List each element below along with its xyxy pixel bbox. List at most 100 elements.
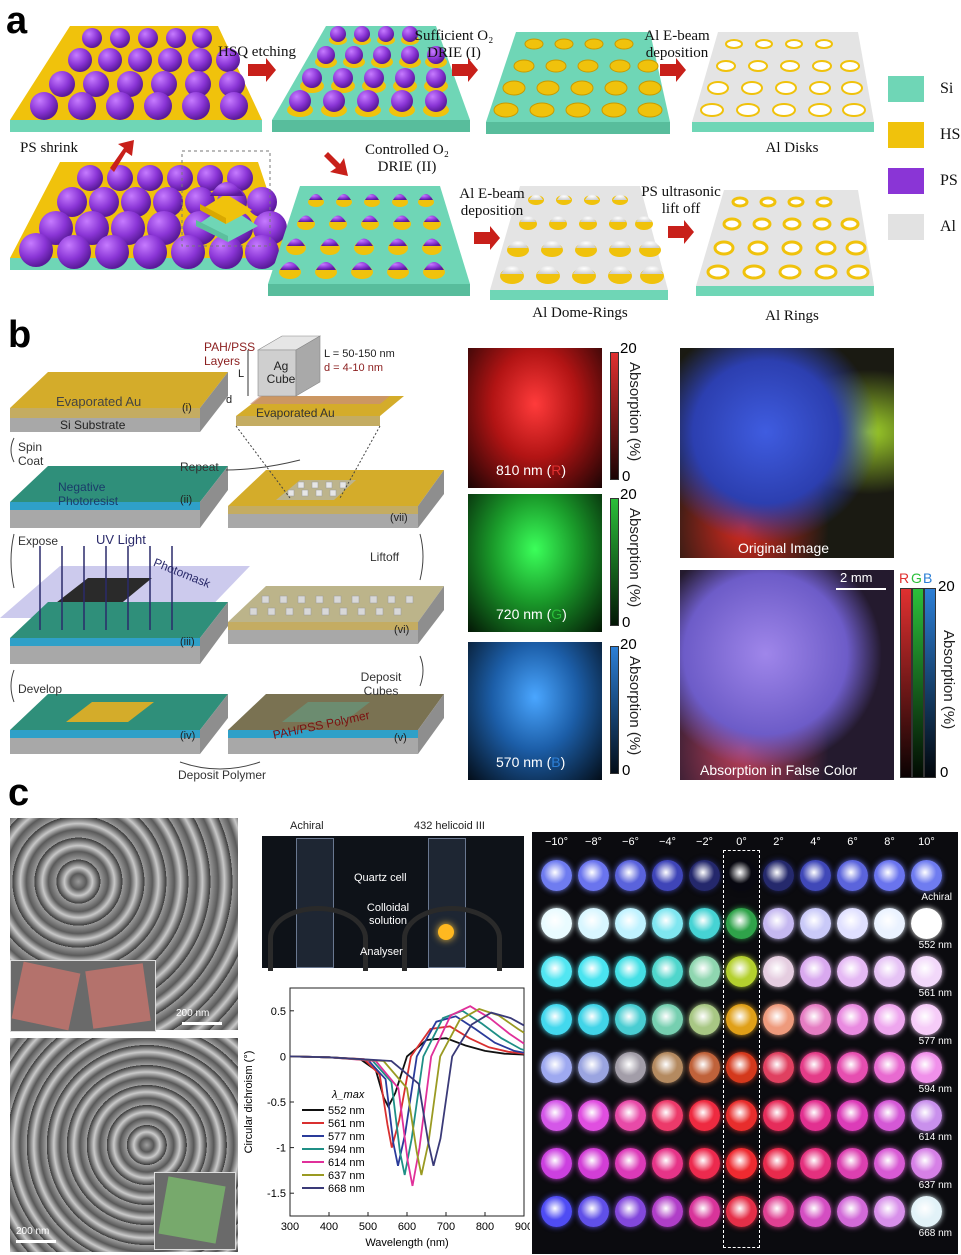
grid-spot [652, 1004, 683, 1035]
grid-spot [874, 908, 905, 939]
grid-spot [578, 860, 609, 891]
b-i-top-label: Evaporated Au [56, 394, 142, 409]
rgb-colorbar-g [912, 588, 924, 778]
grid-spot [800, 1148, 831, 1179]
grid-spot [541, 1148, 572, 1179]
grid-spot [911, 956, 942, 987]
grid-spot [874, 1052, 905, 1083]
grid-angle-label: 10° [918, 836, 935, 848]
grid-spot [800, 860, 831, 891]
grid-angle-label: 0° [736, 836, 747, 848]
b-evaporated-au-zoom: Evaporated Au [256, 406, 335, 420]
grid-spot [837, 1100, 868, 1131]
colorbar-b-max: 20 [620, 636, 637, 653]
grid-spot [763, 860, 794, 891]
grid-spot [726, 1100, 757, 1131]
grid-spot [837, 908, 868, 939]
grid-spot [578, 1100, 609, 1131]
grid-spot [763, 908, 794, 939]
grid-spot [911, 860, 942, 891]
grid-spot [652, 956, 683, 987]
b-ag-cube: Ag Cube [266, 359, 296, 386]
grid-spot [615, 908, 646, 939]
b-deposit-cubes: Deposit Cubes [360, 670, 402, 698]
b-ii-num: (ii) [180, 494, 193, 506]
scale-bar [836, 588, 886, 590]
grid-spot [726, 860, 757, 891]
sem-scale-bottom-bar [16, 1240, 56, 1243]
grid-spot [689, 1052, 720, 1083]
b-develop: Develop [18, 682, 63, 696]
b-deposit-polymer: Deposit Polymer [178, 768, 267, 782]
grid-spot [541, 1100, 572, 1131]
sem-scale-bottom-label: 200 nm [16, 1226, 50, 1237]
grid-spot [911, 1100, 942, 1131]
b-d-eq: d = 4-10 nm [324, 362, 384, 374]
grid-spot [837, 1196, 868, 1227]
photo-quartz-label: Quartz cell [354, 872, 407, 884]
grid-spot [652, 1196, 683, 1227]
cd-series-line [289, 1025, 525, 1148]
cd-legend-label: 577 nm [328, 1131, 365, 1143]
grid-spot [763, 1004, 794, 1035]
ps-monolayer-sample [10, 162, 290, 270]
grid-spot [615, 1196, 646, 1227]
b-expose: Expose [18, 534, 59, 548]
b-spin-coat: Spin Coat [18, 440, 44, 468]
grid-spot [689, 1148, 720, 1179]
grid-spot [874, 1004, 905, 1035]
grid-spot [726, 1196, 757, 1227]
grid-spot [578, 908, 609, 939]
grid-row-label: 668 nm [918, 1228, 952, 1239]
grid-spot [837, 1052, 868, 1083]
panel-b-flow-diagram [0, 335, 444, 770]
grid-spot [800, 1052, 831, 1083]
rgb-colorbar-min: 0 [940, 764, 949, 781]
label-ps-shrink: PS shrink [20, 140, 78, 156]
cd-series-line [289, 1005, 525, 1187]
grid-spot [837, 860, 868, 891]
grid-spot [763, 1196, 794, 1227]
grid-spot [578, 1052, 609, 1083]
grid-spot [763, 1148, 794, 1179]
grid-row-label: 561 nm [918, 988, 952, 999]
cd-y-tick-label: -1 [276, 1143, 286, 1155]
grid-spot [689, 908, 720, 939]
cd-series-line [289, 1009, 525, 1176]
colorbar-r [610, 352, 619, 480]
absorption-image-g [468, 494, 602, 632]
original-image-caption: Original Image [738, 540, 830, 556]
legend-al-label: Al [940, 218, 956, 235]
absorption-image-b [468, 642, 602, 780]
cd-y-tick-label: 0 [280, 1051, 286, 1063]
legend-hsq-label: HSQ [940, 126, 961, 143]
grid-spot [726, 1052, 757, 1083]
grid-row-label: 577 nm [918, 1036, 952, 1047]
cd-x-axis-label: Wavelength (nm) [365, 1237, 448, 1249]
grid-spot [800, 908, 831, 939]
grid-spot [874, 1196, 905, 1227]
b-v-num: (v) [394, 732, 407, 744]
zero-degree-highlight [723, 850, 760, 1248]
legend-hsq: HSQ [888, 112, 961, 158]
rgb-g-letter: G [911, 570, 922, 586]
b-L: L [238, 368, 245, 380]
cd-x-tick-label: 600 [398, 1221, 416, 1233]
b-i-bottom-label: Si Substrate [60, 418, 126, 432]
cd-chart: 300 400 500 600 700 800 900 -1.5 -1 -0.5 0 0.5 Wavel… [243, 987, 530, 1249]
legend-ps-label: PS [940, 172, 958, 189]
grid-spot [837, 1004, 868, 1035]
legend-ps-swatch [888, 168, 924, 194]
grid-spot [578, 1148, 609, 1179]
grid-spot [874, 956, 905, 987]
grid-spot [615, 956, 646, 987]
grid-spot [615, 860, 646, 891]
process-arrows [110, 58, 694, 250]
rgb-colorbar-label: Absorption (%) [940, 630, 957, 730]
hsq-etched-sample [272, 26, 470, 132]
grid-spot [615, 1004, 646, 1035]
grid-spot [874, 860, 905, 891]
cd-legend-label: 561 nm [328, 1118, 365, 1130]
grid-row-label: 552 nm [918, 940, 952, 951]
photo-helicoid-label: 432 helicoid III [414, 820, 485, 832]
